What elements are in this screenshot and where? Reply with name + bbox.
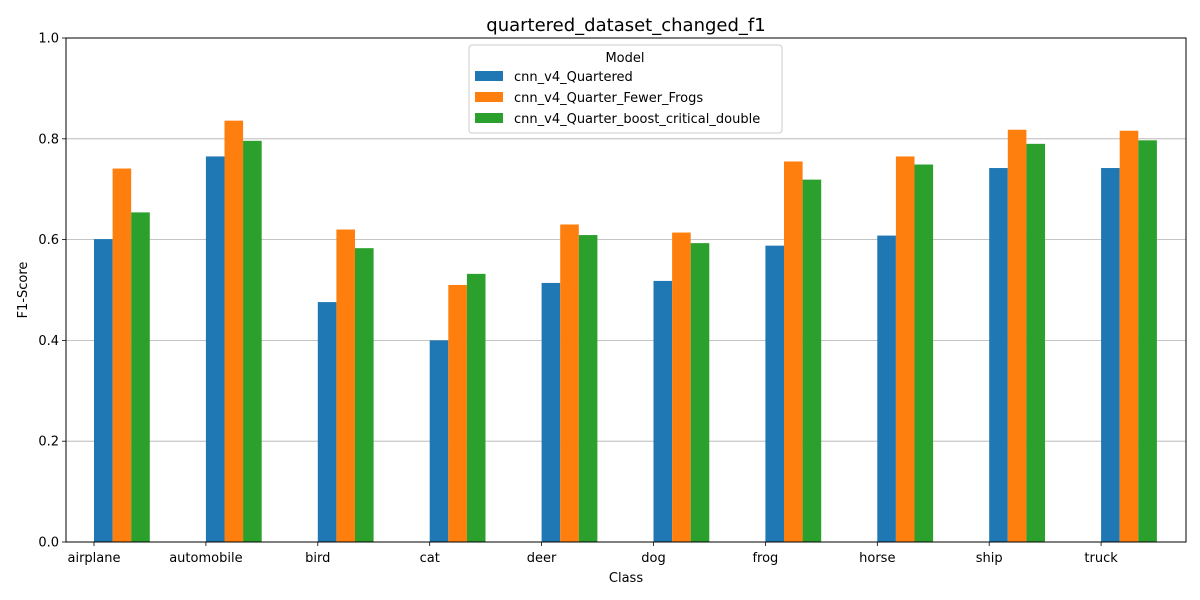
y-tick-label: 0.8 bbox=[38, 132, 59, 147]
bar bbox=[1101, 168, 1120, 543]
x-tick-label: truck bbox=[1084, 551, 1118, 566]
y-tick-label: 0.2 bbox=[38, 435, 59, 450]
x-tick-label: dog bbox=[641, 551, 665, 566]
bar bbox=[429, 340, 449, 542]
y-tick-label: 0.4 bbox=[38, 334, 59, 349]
bar bbox=[243, 140, 262, 543]
legend-label: cnn_v4_Quartered bbox=[514, 70, 633, 85]
x-tick-label: ship bbox=[976, 551, 1003, 566]
bars-group bbox=[94, 120, 1157, 543]
bar bbox=[205, 156, 225, 542]
x-tick-label: deer bbox=[527, 551, 557, 566]
y-axis-label: F1-Score bbox=[16, 262, 31, 319]
bar bbox=[224, 120, 244, 542]
legend-swatch bbox=[475, 71, 503, 81]
x-tick-label: horse bbox=[859, 551, 895, 566]
bar bbox=[765, 245, 784, 542]
bar bbox=[1007, 129, 1027, 542]
legend-swatch bbox=[475, 92, 503, 102]
chart-title: quartered_dataset_changed_f1 bbox=[486, 15, 765, 36]
y-tick-label: 1.0 bbox=[38, 32, 59, 47]
bar bbox=[802, 179, 822, 542]
bar bbox=[336, 229, 355, 542]
x-axis: airplane automobile bird cat deer dog frog hors… bbox=[68, 542, 1118, 566]
bar bbox=[560, 224, 579, 543]
bar bbox=[653, 280, 673, 542]
bar bbox=[541, 282, 561, 542]
bar bbox=[989, 168, 1008, 543]
bar bbox=[317, 302, 337, 542]
bar bbox=[895, 156, 915, 542]
x-tick-label: automobile bbox=[169, 551, 242, 566]
bar bbox=[1119, 130, 1139, 542]
bar bbox=[914, 164, 934, 542]
bar bbox=[94, 239, 113, 542]
bar bbox=[112, 168, 132, 542]
legend-swatch bbox=[475, 113, 503, 123]
y-tick-label: 0.6 bbox=[38, 233, 59, 248]
bar bbox=[877, 235, 896, 542]
legend-label: cnn_v4_Quarter_boost_critical_double bbox=[514, 112, 760, 127]
bar bbox=[1138, 140, 1157, 542]
bar bbox=[448, 284, 467, 542]
legend-box bbox=[468, 44, 783, 134]
y-axis: 0.0 0.2 0.4 0.6 0.8 1.0 bbox=[38, 32, 66, 551]
y-tick-label: 0.0 bbox=[38, 536, 59, 551]
bar bbox=[466, 273, 486, 542]
x-tick-label: frog bbox=[752, 551, 778, 566]
x-tick-label: airplane bbox=[68, 551, 121, 566]
bar bbox=[1026, 143, 1045, 542]
legend-label: cnn_v4_Quarter_Fewer_Frogs bbox=[514, 91, 703, 106]
x-axis-label: Class bbox=[609, 571, 643, 586]
bar bbox=[672, 232, 691, 542]
plot-frame bbox=[65, 37, 1187, 543]
legend-title: Model bbox=[605, 51, 644, 66]
bar bbox=[355, 248, 374, 542]
bar bbox=[578, 235, 598, 542]
bar bbox=[690, 243, 710, 543]
x-tick-label: bird bbox=[305, 551, 330, 566]
x-tick-label: cat bbox=[420, 551, 440, 566]
bar bbox=[784, 161, 803, 543]
legend: Model cnn_v4_Quartered cnn_v4_Quarter_Few… bbox=[468, 44, 783, 134]
bar bbox=[131, 212, 150, 542]
